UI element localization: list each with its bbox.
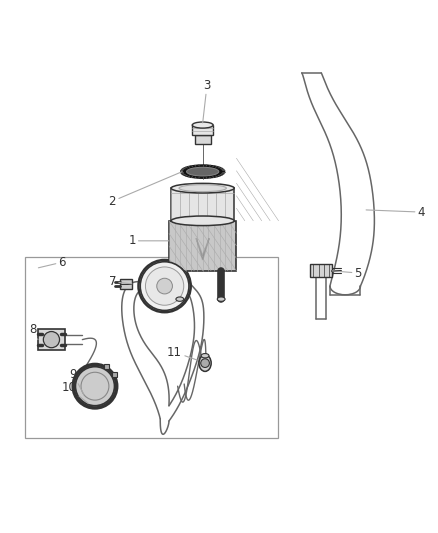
Circle shape xyxy=(43,332,60,348)
Ellipse shape xyxy=(217,297,225,301)
Text: 6: 6 xyxy=(39,256,66,269)
Ellipse shape xyxy=(176,297,184,301)
Circle shape xyxy=(75,367,115,406)
Bar xyxy=(195,135,211,144)
Ellipse shape xyxy=(179,184,226,192)
Text: 7: 7 xyxy=(109,275,132,288)
Polygon shape xyxy=(196,238,209,260)
Ellipse shape xyxy=(192,122,213,128)
Ellipse shape xyxy=(171,216,234,225)
Ellipse shape xyxy=(181,165,224,178)
Text: 8: 8 xyxy=(29,323,38,340)
Text: 9: 9 xyxy=(70,368,84,395)
Circle shape xyxy=(157,278,173,294)
Ellipse shape xyxy=(201,353,209,358)
Text: 4: 4 xyxy=(366,206,425,219)
Ellipse shape xyxy=(199,355,211,372)
Text: 2: 2 xyxy=(109,172,182,208)
Bar xyxy=(104,364,109,369)
Ellipse shape xyxy=(171,183,234,193)
Bar xyxy=(25,257,278,438)
Text: 3: 3 xyxy=(203,78,211,123)
Text: 11: 11 xyxy=(167,346,197,360)
Bar xyxy=(169,221,237,271)
Bar xyxy=(192,125,213,135)
Ellipse shape xyxy=(187,167,219,176)
Circle shape xyxy=(145,267,184,305)
Bar xyxy=(120,279,132,289)
Circle shape xyxy=(201,359,209,367)
Bar xyxy=(112,372,117,377)
Text: 10: 10 xyxy=(61,382,88,403)
Circle shape xyxy=(140,262,189,310)
Text: 5: 5 xyxy=(332,266,362,279)
Bar xyxy=(311,264,332,277)
Bar xyxy=(38,329,65,350)
Text: 1: 1 xyxy=(128,235,169,247)
Bar xyxy=(171,188,234,221)
